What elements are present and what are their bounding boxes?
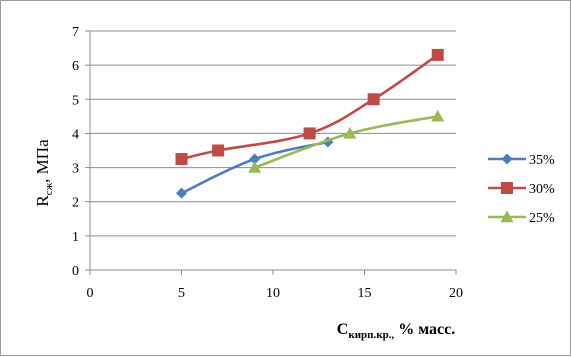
y-tick-label-7: 7: [72, 25, 79, 40]
series-2-point-1: [343, 126, 357, 139]
legend-marker-0: [501, 153, 513, 165]
y-axis-label: Rсж, МПа: [33, 139, 55, 207]
series-2-point-2: [431, 109, 445, 122]
x-tick-label-3: 15: [358, 286, 372, 301]
series-1-point-0: [175, 153, 188, 166]
series-2-point-0: [248, 161, 262, 173]
x-tick-label-2: 10: [266, 286, 280, 301]
y-tick-label-2: 2: [72, 196, 79, 211]
series-1: [175, 48, 444, 166]
y-tick-label-4: 4: [72, 127, 79, 142]
y-axis-label-main: R: [33, 195, 52, 207]
series-1-point-3: [367, 93, 380, 106]
series-line-1: [181, 53, 439, 161]
legend-label-2: 25%: [529, 211, 555, 226]
series-group: [175, 48, 445, 199]
legend-label-1: 30%: [529, 182, 555, 197]
series-1-point-4: [431, 48, 444, 61]
y-tick-label-5: 5: [72, 93, 79, 108]
y-axis-label-rest: , МПа: [33, 139, 52, 183]
y-tick-label-1: 1: [72, 230, 79, 245]
legend-item-1: 30%: [488, 182, 555, 197]
gridlines: [90, 30, 456, 237]
y-tick-label-3: 3: [72, 162, 79, 177]
axes: [85, 30, 457, 275]
y-tick-label-6: 6: [72, 59, 79, 74]
x-axis-label-main: C: [337, 321, 349, 338]
x-tick-label-4: 20: [449, 286, 463, 301]
series-1-point-2: [303, 127, 316, 140]
series-2: [248, 109, 445, 173]
x-axis-label-rest: % масс.: [394, 321, 455, 338]
legend: 35% 30% 25%: [488, 153, 555, 226]
legend-item-2: 25%: [488, 210, 555, 226]
y-tick-labels: 0 1 2 3 4 5 6 7: [72, 25, 79, 279]
series-1-point-1: [212, 144, 225, 157]
y-axis-label-sub: сж: [43, 182, 55, 195]
series-0-point-0: [176, 187, 187, 199]
y-tick-label-0: 0: [72, 264, 79, 279]
series-0-point-1: [249, 153, 261, 165]
x-axis-label: Cкирп.кр., % масс.: [337, 321, 455, 341]
x-axis-label-sub: кирп.кр.,: [348, 329, 394, 341]
series-line-2: [254, 115, 438, 169]
x-tick-labels: 0 5 10 15 20: [87, 286, 464, 301]
legend-marker-2: [500, 210, 514, 223]
legend-marker-1: [501, 182, 513, 194]
legend-item-0: 35%: [488, 153, 555, 168]
x-tick-label-1: 5: [178, 286, 185, 301]
legend-label-0: 35%: [529, 153, 555, 168]
x-tick-label-0: 0: [87, 286, 94, 301]
